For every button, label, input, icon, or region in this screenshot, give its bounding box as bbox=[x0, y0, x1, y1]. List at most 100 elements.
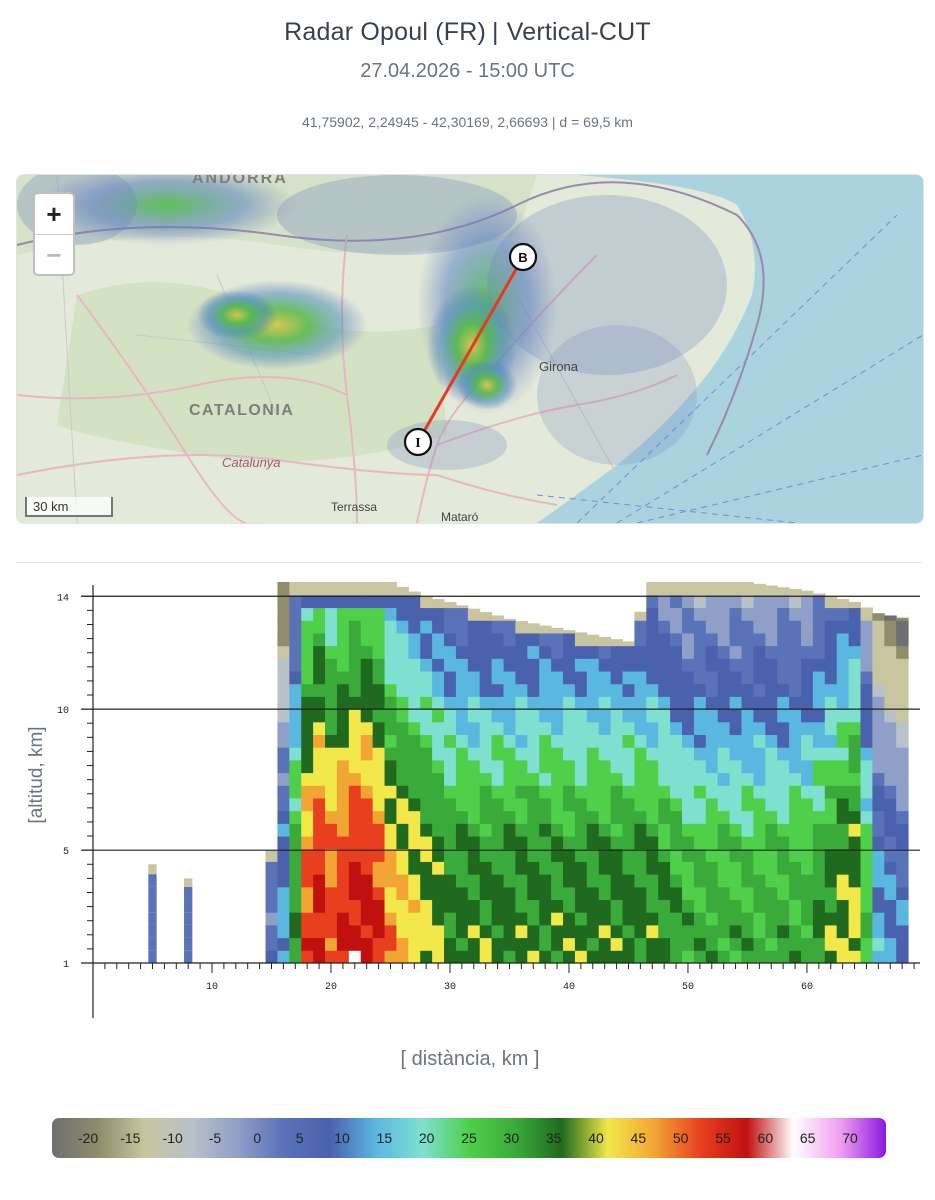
reflectivity-cell bbox=[408, 632, 421, 647]
reflectivity-cell bbox=[360, 632, 374, 647]
reflectivity-cell bbox=[610, 772, 624, 786]
legend-label: -5 bbox=[208, 1130, 222, 1146]
reflectivity-cell bbox=[598, 950, 612, 964]
reflectivity-cell bbox=[432, 599, 445, 609]
reflectivity-cell bbox=[848, 601, 862, 609]
reflectivity-cell bbox=[646, 912, 659, 926]
reflectivity-cell bbox=[777, 874, 790, 888]
reflectivity-cell bbox=[658, 721, 671, 736]
reflectivity-cell bbox=[705, 848, 719, 862]
reflectivity-cell bbox=[693, 810, 707, 824]
reflectivity-cell bbox=[896, 632, 909, 647]
zoom-out-button[interactable]: − bbox=[35, 234, 73, 275]
reflectivity-cell bbox=[444, 861, 457, 875]
reflectivity-cell bbox=[563, 785, 576, 799]
label-catalonia: CATALONIA bbox=[189, 402, 294, 419]
marker-start[interactable]: I bbox=[403, 427, 433, 457]
reflectivity-cell bbox=[479, 836, 493, 850]
marker-end[interactable]: B bbox=[508, 242, 538, 272]
reflectivity-cell bbox=[896, 645, 909, 659]
reflectivity-cell bbox=[682, 632, 695, 647]
reflectivity-cell bbox=[384, 924, 397, 939]
reflectivity-cell bbox=[515, 621, 528, 634]
radar-map[interactable]: ANDORRA CATALONIA Catalunya Girona Terra… bbox=[16, 174, 924, 524]
reflectivity-cell bbox=[277, 937, 290, 951]
reflectivity-cell bbox=[503, 861, 516, 875]
reflectivity-cell bbox=[872, 747, 885, 761]
reflectivity-cell bbox=[896, 747, 909, 761]
reflectivity-cell bbox=[491, 721, 505, 736]
reflectivity-cell bbox=[420, 709, 433, 723]
reflectivity-cell bbox=[872, 721, 885, 736]
reflectivity-cell bbox=[420, 620, 433, 634]
reflectivity-cell bbox=[836, 836, 850, 850]
zoom-in-button[interactable]: + bbox=[46, 199, 62, 229]
reflectivity-cell bbox=[491, 886, 505, 901]
reflectivity-cell bbox=[741, 874, 754, 888]
reflectivity-cell bbox=[384, 823, 397, 837]
map-canvas[interactable]: ANDORRA CATALONIA Catalunya Girona Terra… bbox=[17, 175, 923, 523]
reflectivity-cell bbox=[836, 797, 850, 812]
reflectivity-cell bbox=[360, 924, 374, 939]
reflectivity-cell bbox=[705, 709, 719, 723]
reflectivity-cell bbox=[812, 912, 826, 926]
reflectivity-cell bbox=[360, 709, 374, 723]
reflectivity-cell bbox=[622, 797, 635, 812]
reflectivity-cell bbox=[610, 785, 624, 799]
reflectivity-cell bbox=[515, 696, 528, 710]
reflectivity-cell bbox=[360, 797, 374, 812]
reflectivity-cell bbox=[789, 810, 802, 824]
reflectivity-cell bbox=[598, 683, 612, 697]
reflectivity-cell bbox=[444, 772, 457, 786]
reflectivity-cell bbox=[682, 823, 695, 837]
reflectivity-cell bbox=[824, 797, 838, 812]
reflectivity-cell bbox=[860, 886, 873, 901]
reflectivity-cell bbox=[622, 899, 635, 913]
reflectivity-cell bbox=[277, 874, 290, 888]
reflectivity-cell bbox=[574, 759, 588, 774]
reflectivity-cell bbox=[634, 632, 647, 647]
reflectivity-cell bbox=[301, 607, 314, 621]
reflectivity-cell bbox=[586, 658, 600, 672]
reflectivity-cell bbox=[693, 671, 707, 685]
reflectivity-cell bbox=[860, 937, 873, 951]
reflectivity-cell bbox=[313, 861, 326, 875]
y-axis-label: [altitud, km] bbox=[26, 726, 47, 823]
reflectivity-cell bbox=[336, 709, 350, 723]
reflectivity-cell bbox=[848, 645, 862, 659]
reflectivity-cell bbox=[539, 721, 552, 736]
reflectivity-cell bbox=[753, 785, 766, 799]
reflectivity-cell bbox=[836, 696, 850, 710]
reflectivity-cell bbox=[860, 785, 873, 799]
reflectivity-cell bbox=[705, 759, 719, 774]
legend-label: 35 bbox=[545, 1130, 562, 1146]
reflectivity-cell bbox=[372, 861, 386, 875]
reflectivity-cell bbox=[693, 759, 707, 774]
reflectivity-cell bbox=[396, 747, 409, 761]
reflectivity-cell bbox=[527, 912, 540, 926]
reflectivity-cell bbox=[515, 632, 528, 647]
reflectivity-cell bbox=[646, 734, 659, 748]
reflectivity-cell bbox=[360, 658, 374, 672]
reflectivity-cell bbox=[551, 924, 564, 939]
reflectivity-cell bbox=[789, 696, 802, 710]
reflectivity-cell bbox=[551, 747, 564, 761]
reflectivity-cell bbox=[646, 797, 659, 812]
reflectivity-cell bbox=[396, 721, 409, 736]
reflectivity-cell bbox=[348, 734, 362, 748]
reflectivity-cell bbox=[396, 734, 409, 748]
reflectivity-cell bbox=[753, 861, 766, 875]
reflectivity-cell bbox=[384, 607, 397, 621]
reflectivity-cell bbox=[693, 899, 707, 913]
reflectivity-cell bbox=[777, 658, 790, 672]
reflectivity-cell bbox=[777, 734, 790, 748]
reflectivity-cell bbox=[610, 810, 624, 824]
reflectivity-cell bbox=[289, 874, 302, 888]
reflectivity-cell bbox=[277, 582, 290, 583]
reflectivity-cell bbox=[693, 683, 707, 697]
reflectivity-cell bbox=[622, 641, 635, 647]
reflectivity-cell bbox=[289, 696, 302, 710]
reflectivity-cell bbox=[622, 848, 635, 862]
reflectivity-cell bbox=[717, 645, 731, 659]
reflectivity-cell bbox=[729, 709, 743, 723]
